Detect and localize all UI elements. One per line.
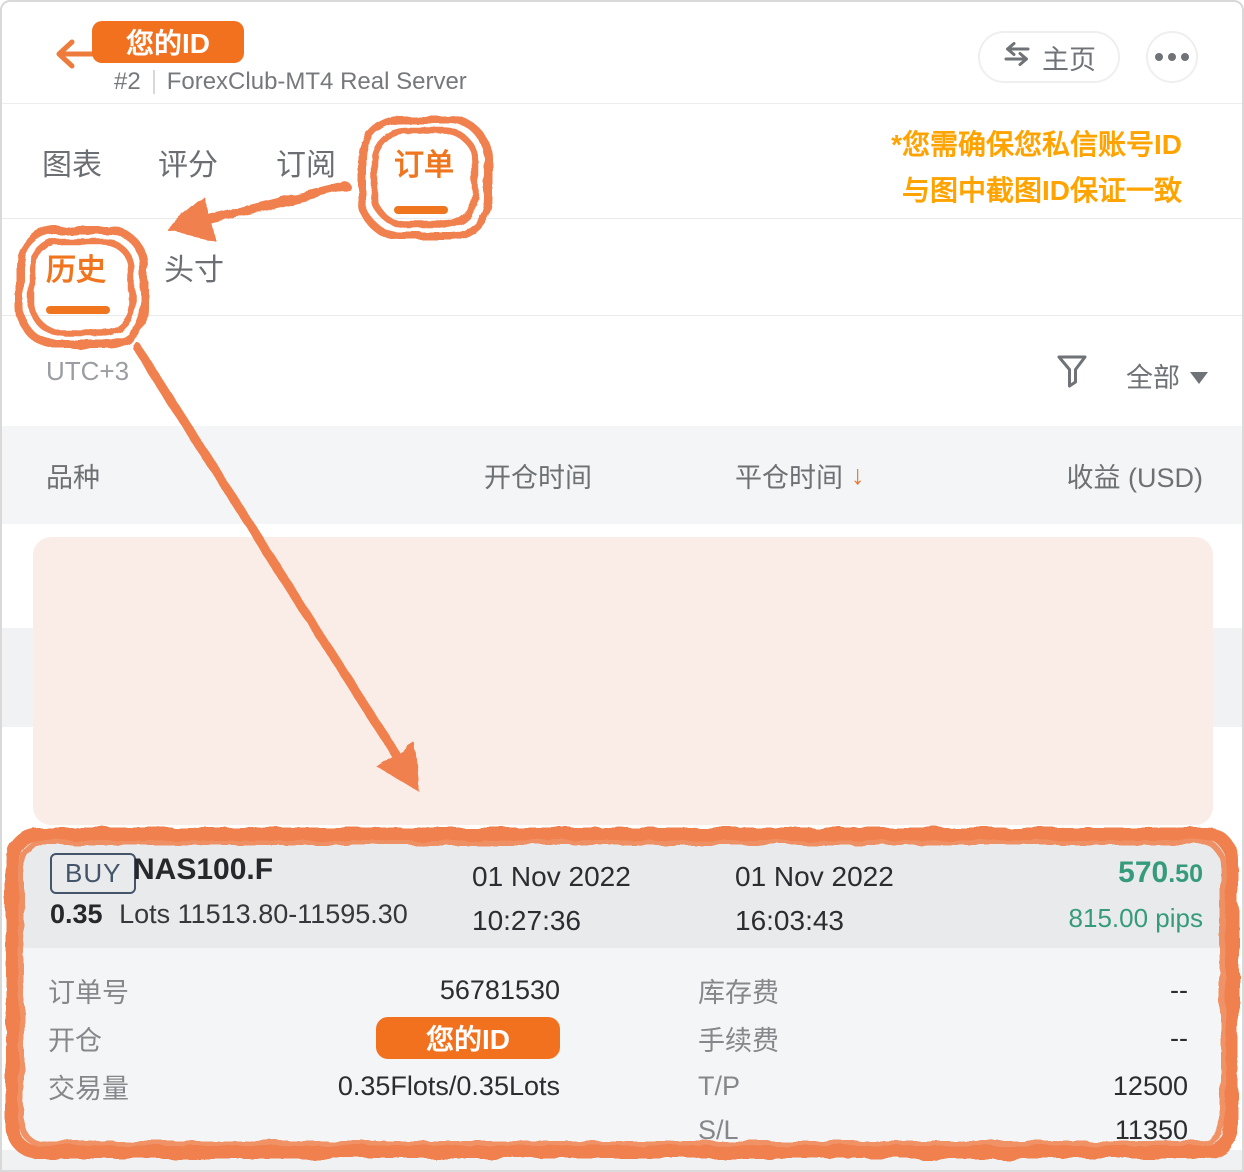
detail-row-order-number: 订单号 56781530 (48, 974, 560, 1008)
highlight-overlay (33, 537, 1213, 825)
order-side-badge: BUY (50, 853, 137, 894)
order-price-range: Lots 11513.80-11595.30 (119, 899, 408, 929)
back-arrow-icon (52, 39, 96, 76)
account-id-masked-badge-inline: 您的ID (376, 1017, 560, 1059)
tab-subscribe[interactable]: 订阅 (276, 149, 336, 182)
active-tab-underline (394, 206, 448, 214)
subtab-history[interactable]: 历史 (46, 254, 106, 287)
order-volume: 0.35 (50, 899, 103, 929)
tab-rating[interactable]: 评分 (158, 149, 218, 182)
column-profit: 收益 (USD) (1066, 462, 1204, 493)
annotation-note-line1: *您需确保您私信账号ID (891, 129, 1182, 160)
scope-dropdown[interactable]: 全部 (1126, 356, 1208, 395)
server-name: ForexClub-MT4 Real Server (166, 68, 467, 95)
annotation-note-line2: 与图中截图ID保证一致 (901, 175, 1182, 206)
sort-down-icon: ↓ (851, 459, 865, 490)
more-menu-button[interactable] (1146, 31, 1198, 83)
funnel-icon (1056, 355, 1088, 392)
detail-row-swap: 库存费 -- (698, 974, 1188, 1008)
order-profit: 570.50 815.00 pips (1069, 853, 1203, 938)
triangle-down-icon (1190, 371, 1208, 384)
home-button[interactable]: 主页 (978, 31, 1120, 83)
profit-pips: 815.00 pips (1068, 903, 1203, 933)
history-list-zone (0, 524, 1244, 830)
detail-row-take-profit: T/P 12500 (698, 1070, 1188, 1101)
timezone-label: UTC+3 (46, 356, 130, 386)
column-symbol: 品种 (46, 462, 100, 493)
order-card[interactable]: BUY NAS100.F 0.35 Lots 11513.80-11595.30… (12, 836, 1232, 1152)
swap-horizontal-icon (1002, 41, 1032, 73)
profit-value: 570 (1118, 856, 1169, 889)
account-id-masked-badge: 您的ID (92, 21, 244, 63)
scope-dropdown-value: 全部 (1126, 363, 1180, 393)
order-close-time: 01 Nov 2022 16:03:43 (735, 861, 894, 936)
tab-orders[interactable]: 订单 (394, 149, 454, 182)
next-row-band (0, 1150, 1244, 1172)
account-subtitle: #2 ForexClub-MT4 Real Server (114, 68, 467, 96)
detail-row-volume: 交易量 0.35Flots/0.35Lots (48, 1070, 560, 1104)
history-table-header: 品种 开仓时间 平仓时间 ↓ 收益 (USD) (0, 426, 1244, 524)
subtitle-divider (152, 70, 155, 94)
ellipsis-icon (1155, 53, 1163, 61)
app-header: 您的ID #2 ForexClub-MT4 Real Server 主页 (0, 0, 1244, 104)
filter-row: UTC+3 全部 (0, 316, 1244, 426)
filter-button[interactable] (1056, 354, 1088, 393)
account-number: #2 (114, 68, 141, 95)
tab-charts[interactable]: 图表 (42, 149, 102, 182)
detail-row-stop-loss: S/L 11350 (698, 1114, 1188, 1145)
back-button[interactable] (52, 36, 96, 72)
detail-row-open-by: 开仓 您的ID (48, 1016, 560, 1060)
order-symbol: NAS100.F (133, 853, 274, 886)
column-open-time: 开仓时间 (484, 462, 592, 493)
orders-subtab-bar: 历史 头寸 (0, 219, 1244, 316)
active-subtab-underline (46, 306, 110, 314)
subtab-positions[interactable]: 头寸 (164, 254, 224, 287)
column-close-time[interactable]: 平仓时间 ↓ (735, 459, 865, 493)
order-volume-line: 0.35 Lots 11513.80-11595.30 (50, 899, 408, 930)
detail-row-commission: 手续费 -- (698, 1022, 1188, 1056)
annotation-note: *您需确保您私信账号ID 与图中截图ID保证一致 (891, 122, 1182, 214)
home-button-label: 主页 (1042, 44, 1096, 75)
order-summary-row: BUY NAS100.F 0.35 Lots 11513.80-11595.30… (12, 836, 1232, 948)
order-open-time: 01 Nov 2022 10:27:36 (472, 861, 631, 936)
